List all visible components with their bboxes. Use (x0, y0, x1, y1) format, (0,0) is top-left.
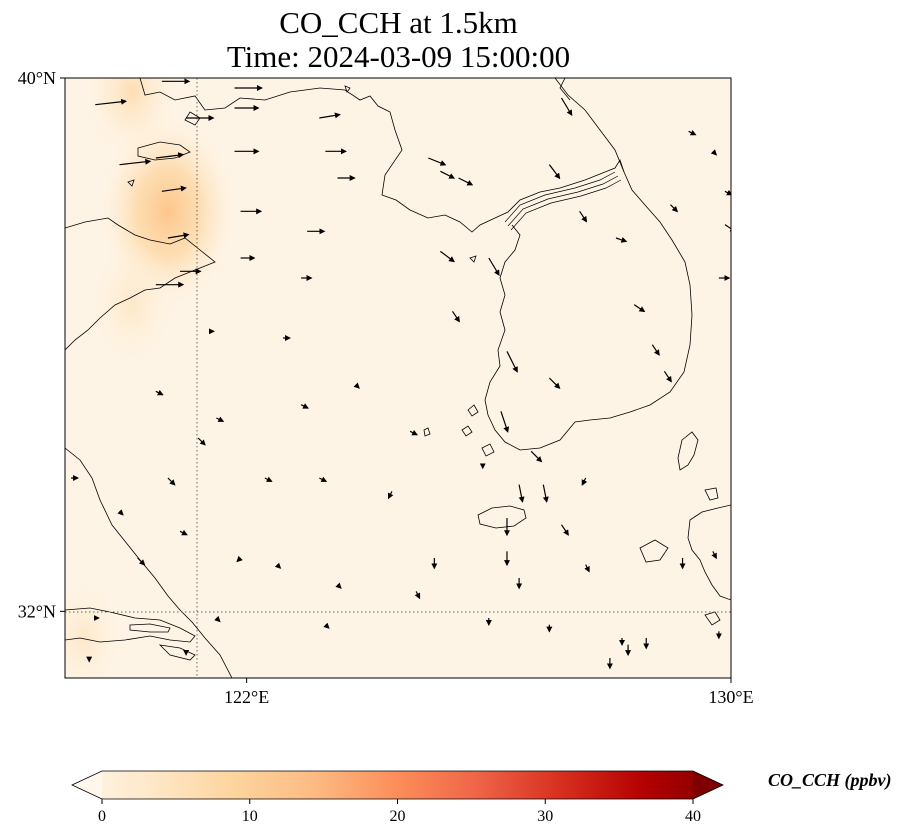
colorbar-tick-label: 10 (242, 808, 258, 825)
x-tick-label: 122°E (224, 687, 269, 707)
colorbar-ticks: 0 10 20 30 40 (98, 799, 701, 825)
wind-vector (167, 477, 176, 486)
axis-ticks: 122°E 130°E 40°N 32°N (18, 68, 754, 707)
concentration-hotspot (83, 78, 181, 159)
wind-vector (274, 562, 282, 569)
colorbar-label: CO_CCH (ppbv) (768, 770, 892, 790)
wind-vector (319, 476, 328, 482)
wind-vector (167, 232, 190, 239)
wind-vector (440, 250, 455, 263)
wind-vector (518, 484, 525, 503)
wind-vector (95, 98, 128, 106)
wind-vector (117, 509, 124, 516)
wind-vector (584, 564, 590, 573)
concentration-hotspot (65, 580, 125, 678)
wind-vector (440, 170, 456, 179)
wind-vector (488, 257, 500, 277)
colorbar-tick-label: 40 (685, 808, 701, 825)
wind-vector (353, 382, 360, 389)
chart-subtitle: Time: 2024-03-09 15:00:00 (226, 39, 571, 74)
wind-vector (319, 112, 341, 119)
wind-vector (264, 476, 273, 482)
wind-vector (161, 185, 187, 192)
wind-vector (579, 211, 588, 223)
coastlines (65, 78, 731, 678)
wind-vector (197, 437, 206, 446)
wind-vector (548, 377, 561, 390)
gridlines (65, 78, 731, 678)
wind-vectors (71, 78, 731, 670)
wind-vector (414, 591, 421, 600)
colorbar-tick-label: 30 (537, 808, 553, 825)
wind-vector (506, 351, 518, 373)
wind-vector (688, 129, 697, 136)
wind-vector (730, 591, 731, 603)
korea-border (504, 171, 622, 231)
y-tick-label: 40°N (18, 68, 56, 88)
wind-vector (710, 149, 718, 156)
concentration-hotspots (65, 78, 239, 678)
colorbar: 0 10 20 30 40 (71, 770, 724, 825)
wind-vector (428, 157, 447, 166)
wind-vector (335, 582, 342, 589)
x-tick-label: 130°E (708, 687, 753, 707)
colorbar-tick-label: 20 (390, 808, 406, 825)
wind-vector (155, 152, 185, 159)
colorbar-tick-label: 0 (98, 808, 106, 825)
wind-vector (216, 416, 225, 422)
wind-vector (670, 204, 679, 213)
wind-vector (711, 551, 717, 560)
wind-vector (615, 237, 628, 243)
wind-vector (323, 622, 330, 629)
wind-vector (300, 403, 310, 409)
wind-vector (236, 555, 243, 563)
wind-vector (119, 158, 152, 166)
wind-vector (724, 224, 731, 233)
wind-vector (409, 429, 418, 436)
wind-vector (179, 529, 188, 536)
wind-vector (530, 450, 543, 463)
wind-vector (548, 164, 561, 180)
wind-vector (581, 477, 588, 486)
concentration-hotspot (86, 242, 177, 368)
wind-vector (560, 97, 573, 117)
y-tick-label: 32°N (18, 601, 56, 621)
wind-vector (458, 177, 474, 186)
wind-vector (633, 304, 646, 313)
map-frame (64, 77, 732, 679)
wind-vector (663, 371, 672, 383)
wind-vector (451, 311, 460, 323)
map-area (65, 78, 731, 678)
wind-vector (137, 557, 146, 566)
wind-vector (388, 491, 394, 500)
chart-title: CO_CCH at 1.5km (279, 5, 518, 40)
wind-vector (651, 344, 660, 356)
wind-vector (155, 389, 164, 396)
wind-vector (500, 411, 510, 433)
wind-vector (542, 484, 549, 503)
wind-vector (560, 524, 569, 536)
wind-vector (214, 615, 221, 623)
